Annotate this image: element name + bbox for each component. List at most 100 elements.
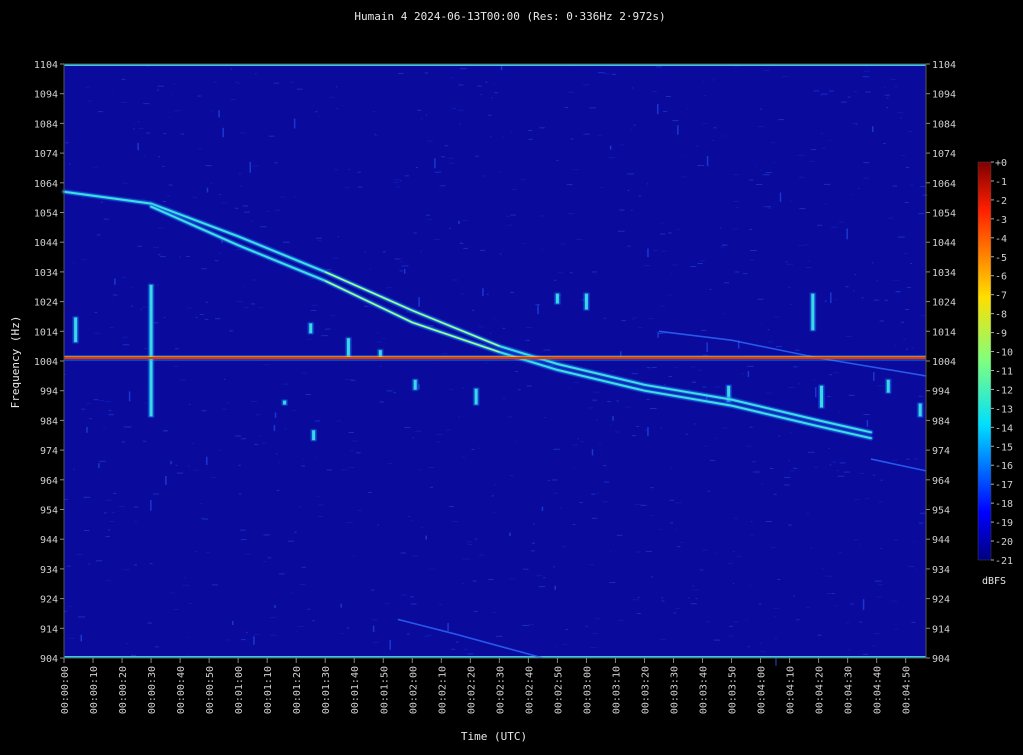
noise-streak (340, 603, 342, 608)
noise-speckle (462, 583, 465, 585)
noise-speckle (805, 266, 812, 268)
noise-speckle (650, 515, 655, 517)
noise-speckle (660, 427, 662, 429)
burst-signal (413, 379, 417, 390)
noise-speckle (788, 524, 792, 526)
noise-streak (779, 192, 782, 202)
noise-speckle (918, 395, 923, 397)
noise-speckle (922, 194, 928, 196)
noise-speckle (121, 78, 126, 80)
noise-speckle (828, 395, 832, 397)
noise-speckle (733, 174, 740, 176)
noise-speckle (872, 262, 874, 264)
noise-speckle (204, 318, 209, 320)
noise-speckle (420, 250, 422, 252)
noise-speckle (843, 471, 851, 473)
noise-speckle (479, 249, 486, 251)
noise-speckle (859, 621, 863, 623)
noise-speckle (532, 523, 535, 525)
noise-speckle (142, 306, 148, 308)
noise-speckle (734, 517, 738, 519)
noise-speckle (377, 524, 379, 526)
noise-streak (541, 506, 544, 512)
noise-speckle (478, 326, 485, 328)
noise-speckle (918, 213, 925, 215)
noise-speckle (906, 287, 911, 289)
noise-speckle (471, 449, 475, 451)
noise-speckle (439, 185, 443, 187)
noise-speckle (863, 70, 871, 72)
noise-speckle (528, 138, 533, 140)
noise-speckle (409, 520, 414, 522)
noise-streak (706, 155, 709, 167)
noise-speckle (263, 364, 270, 366)
noise-speckle (587, 407, 594, 409)
noise-streak (273, 425, 276, 432)
noise-speckle (346, 521, 353, 523)
noise-speckle (120, 102, 127, 104)
noise-speckle (684, 155, 687, 157)
noise-speckle (853, 539, 859, 541)
noise-speckle (211, 584, 218, 586)
noise-streak (418, 384, 420, 390)
noise-speckle (486, 293, 489, 295)
noise-speckle (913, 272, 915, 274)
noise-streak (554, 585, 557, 590)
noise-speckle (784, 484, 790, 486)
noise-speckle (577, 438, 579, 440)
noise-speckle (853, 90, 857, 92)
noise-speckle (638, 195, 642, 197)
noise-speckle (907, 130, 913, 132)
x-axis: 00:00:00 00:00:10 00:00:20 00:00:30 00:00:40… (60, 658, 913, 714)
noise-speckle (648, 317, 654, 319)
noise-speckle (810, 547, 813, 549)
noise-speckle (531, 550, 535, 552)
noise-speckle (235, 249, 243, 251)
noise-speckle (636, 425, 640, 427)
noise-speckle (467, 653, 473, 655)
noise-speckle (821, 568, 825, 570)
noise-speckle (377, 341, 383, 343)
noise-speckle (275, 453, 278, 455)
x-tick-label: 00:04:00 (757, 666, 768, 714)
noise-speckle (441, 353, 449, 355)
noise-speckle (900, 321, 905, 323)
noise-speckle (199, 313, 204, 315)
noise-speckle (218, 193, 221, 195)
noise-speckle (269, 634, 277, 636)
y-tick-label: 1024 (34, 298, 58, 309)
noise-speckle (100, 201, 103, 203)
noise-speckle (296, 88, 303, 90)
noise-speckle (591, 271, 597, 273)
noise-speckle (773, 493, 777, 495)
noise-speckle (547, 479, 550, 481)
noise-speckle (347, 169, 352, 171)
noise-speckle (627, 245, 631, 247)
noise-speckle (759, 108, 763, 110)
noise-speckle (259, 435, 262, 437)
noise-speckle (415, 430, 422, 432)
colorbar-tick-label: -20 (995, 537, 1013, 548)
noise-speckle (449, 506, 454, 508)
noise-speckle (404, 175, 410, 177)
noise-speckle (508, 578, 516, 580)
doppler-trace-core (324, 271, 500, 347)
noise-speckle (904, 201, 909, 203)
noise-speckle (636, 613, 641, 615)
noise-speckle (307, 338, 312, 340)
noise-speckle (461, 220, 468, 222)
noise-speckle (609, 550, 612, 552)
noise-speckle (493, 511, 496, 513)
noise-speckle (673, 366, 677, 368)
noise-speckle (437, 149, 439, 151)
x-tick-label: 00:00:20 (118, 666, 129, 714)
noise-speckle (218, 252, 223, 254)
noise-speckle (762, 174, 770, 176)
noise-speckle (620, 144, 625, 146)
noise-speckle (597, 72, 605, 74)
noise-streak (206, 187, 209, 193)
noise-speckle (610, 424, 612, 426)
noise-speckle (897, 236, 905, 238)
noise-speckle (121, 441, 126, 443)
noise-streak (482, 288, 484, 296)
